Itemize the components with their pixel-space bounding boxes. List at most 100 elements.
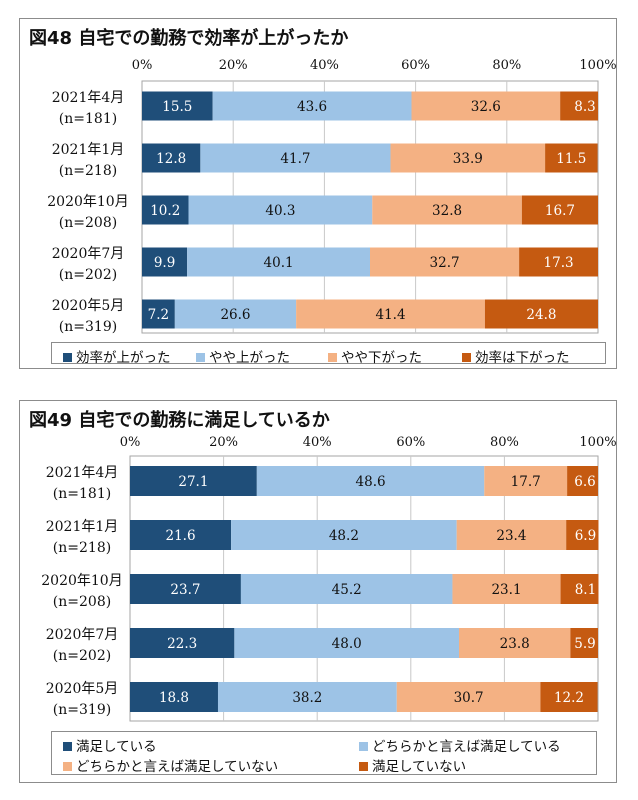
bar-segment [390,143,546,173]
bar-segment [411,91,561,121]
chart-title: 図49 自宅での勤務に満足しているか [29,410,330,431]
data-label: 17.3 [544,255,574,271]
data-label: 45.2 [332,582,362,598]
bar-segment [142,91,213,121]
bar-segment [187,247,370,277]
data-label: 32.7 [430,255,460,271]
legend-swatch [63,742,72,751]
chart-panel-fig48: 図48 自宅での勤務で効率が上がったか 0% 20% 40% 60% 80% 100% 20… [19,18,617,369]
data-label: 8.3 [574,99,595,115]
bar-segment [188,195,373,225]
bar-segment [240,574,453,604]
data-label: 7.2 [148,307,169,323]
legend-label: 満足していない [372,759,467,775]
legend-label: 効率は下がった [475,350,570,366]
legend-item: どちらかと言えば満足していない [63,755,278,775]
bar-segment [142,195,189,225]
data-label: 21.6 [166,528,196,544]
data-label: 40.3 [265,203,295,219]
data-label: 23.7 [170,582,200,598]
bar-segment [142,247,188,277]
data-label: 6.9 [575,528,596,544]
legend-label: どちらかと言えば満足していない [76,759,279,775]
bar-segment [372,195,522,225]
data-label: 8.1 [575,582,596,598]
legend-item: やや下がった [328,346,422,366]
category-label: 2021年4月 [52,90,125,106]
data-label: 6.6 [574,474,595,490]
x-tick-label: 60% [401,58,430,73]
legend-label: 満足している [76,739,157,755]
data-label: 5.9 [574,636,595,652]
data-label: 22.3 [167,636,197,652]
data-label: 41.7 [280,151,310,167]
legend-swatch [462,353,471,362]
bar-segment [231,520,457,550]
data-label: 24.8 [526,307,556,323]
category-label: (n=208) [59,215,117,231]
bar-segment [130,520,232,550]
bar-segment [521,195,598,225]
x-tick-label: 100% [579,58,616,73]
data-label: 48.6 [356,474,386,490]
x-tick-label: 20% [219,58,248,73]
category-label: 2021年1月 [46,519,119,535]
data-label: 23.8 [500,636,530,652]
category-label: 2020年10月 [41,573,122,589]
category-label: (n=319) [53,702,111,718]
category-label: 2020年7月 [46,627,119,643]
data-label: 12.8 [156,151,186,167]
bar-segment [560,574,599,604]
data-label: 15.5 [162,99,192,115]
category-label: 2021年1月 [52,142,125,158]
legend-swatch [63,353,72,362]
category-label: 2020年5月 [52,298,125,314]
legend-label: どちらかと言えば満足している [372,739,561,755]
data-label: 41.4 [375,307,405,323]
category-label: 2021年4月 [46,465,119,481]
category-label: (n=181) [53,486,111,502]
data-label: 40.1 [264,255,294,271]
legend-label: 効率が上がった [76,350,171,366]
bar-segment [200,143,391,173]
bar-segment [217,682,397,712]
x-tick-label: 80% [490,435,519,450]
legend-item: 満足していない [359,755,466,775]
legend-item: どちらかと言えば満足している [359,735,561,755]
category-label: (n=202) [53,648,111,664]
chart-legend: 効率が上がった やや上がった やや下がった 効率は下がった [51,342,606,366]
bar-segment [519,247,598,277]
data-label: 17.7 [511,474,541,490]
x-tick-label: 0% [120,435,141,450]
bar-segment [130,466,257,496]
x-tick-label: 20% [209,435,238,450]
data-label: 43.6 [297,99,327,115]
legend-swatch [196,353,205,362]
bar-segment [459,628,571,658]
data-label: 27.1 [178,474,208,490]
legend-item: 効率が上がった [63,346,171,366]
data-label: 12.2 [554,690,584,706]
bar-segment [566,520,599,550]
legend-item: 満足している [63,735,157,755]
bar-segment [296,299,485,329]
legend-swatch [359,762,368,771]
data-label: 32.8 [432,203,462,219]
data-label: 10.2 [150,203,180,219]
x-tick-label: 80% [492,58,521,73]
category-label: (n=218) [59,163,117,179]
chart-fig48: 0% 20% 40% 60% 80% 100% 2021年4月 (n=181) 15.5 43.6… [47,58,616,335]
bar-segment [484,299,598,329]
bar-segment [567,466,598,496]
category-label: (n=202) [59,267,117,283]
x-tick-label: 0% [132,58,153,73]
bar-segment [142,299,175,329]
chart-fig49: 0% 20% 40% 60% 80% 100% 2021年4月 (n=181) 27.1 48.6… [41,435,616,722]
bar-segment [396,682,541,712]
data-label: 16.7 [545,203,575,219]
data-label: 23.1 [491,582,521,598]
bar-segment [452,574,561,604]
legend-swatch [359,742,368,751]
x-tick-label: 60% [396,435,425,450]
bar-segment [130,574,241,604]
